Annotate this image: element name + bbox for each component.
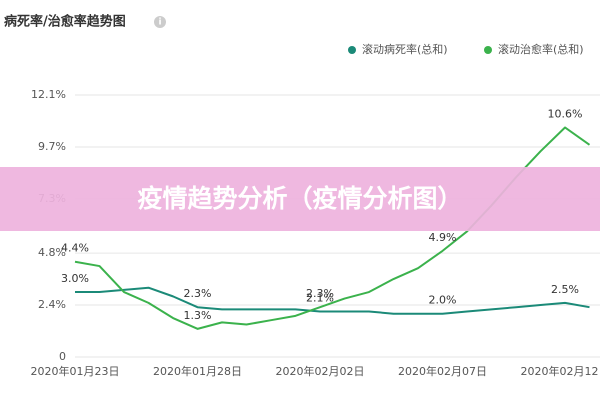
data-label: 2.5% (551, 283, 579, 296)
data-label: 4.4% (61, 242, 89, 255)
data-label: 2.3% (184, 287, 212, 300)
legend-marker (484, 46, 492, 54)
legend-label: 滚动病死率(总和) (362, 42, 448, 56)
legend-marker (348, 46, 356, 54)
data-label: 4.9% (429, 231, 457, 244)
x-tick-label: 2020年02月12日 (521, 364, 600, 378)
data-label: 10.6% (548, 107, 583, 120)
legend-label: 滚动治愈率(总和) (498, 42, 584, 56)
banner (0, 167, 600, 231)
chart-title: 病死率/治愈率趋势图 (4, 14, 126, 30)
x-tick-label: 2020年02月02日 (276, 364, 365, 378)
x-tick-label: 2020年01月28日 (153, 364, 242, 378)
data-label: 3.0% (61, 272, 89, 285)
y-tick-label: 4.8% (38, 246, 66, 259)
y-tick-label: 0 (59, 350, 66, 363)
data-label: 1.3% (184, 309, 212, 322)
info-icon-glyph: i (158, 18, 161, 28)
info-icon[interactable] (154, 16, 166, 28)
series-line (75, 286, 590, 315)
y-tick-label: 9.7% (38, 140, 66, 153)
y-tick-label: 12.1% (31, 88, 66, 101)
x-tick-label: 2020年02月07日 (398, 364, 487, 378)
y-tick-label: 2.4% (38, 298, 66, 311)
data-label: 2.1% (306, 292, 334, 305)
data-label: 2.0% (429, 294, 457, 307)
banner-text: 疫情趋势分析（疫情分析图） (137, 184, 462, 213)
x-tick-label: 2020年01月23日 (31, 364, 120, 378)
data-label: 2.3% (306, 287, 334, 300)
